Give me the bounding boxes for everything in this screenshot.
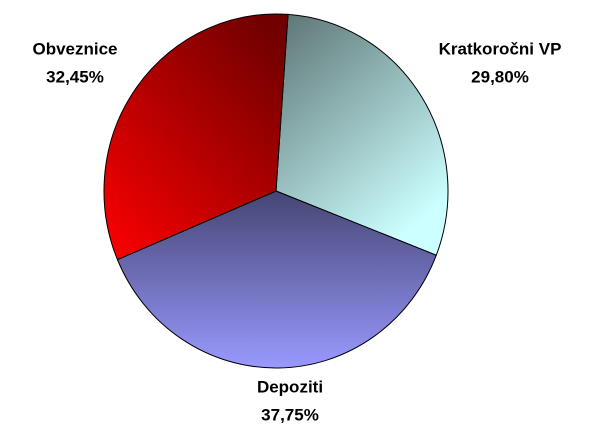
pie-slice [116,190,437,369]
slice-value-label: 32,45% [46,67,104,86]
slice-value-label: 29,80% [471,67,529,86]
slice-label: Obveznice [32,39,117,58]
slice-value-label: 37,75% [261,405,319,424]
pie-slice [103,13,289,261]
slice-label: Depoziti [257,377,323,396]
slice-label: Kratkoročni VP [439,39,562,58]
pie-slice [275,13,449,256]
